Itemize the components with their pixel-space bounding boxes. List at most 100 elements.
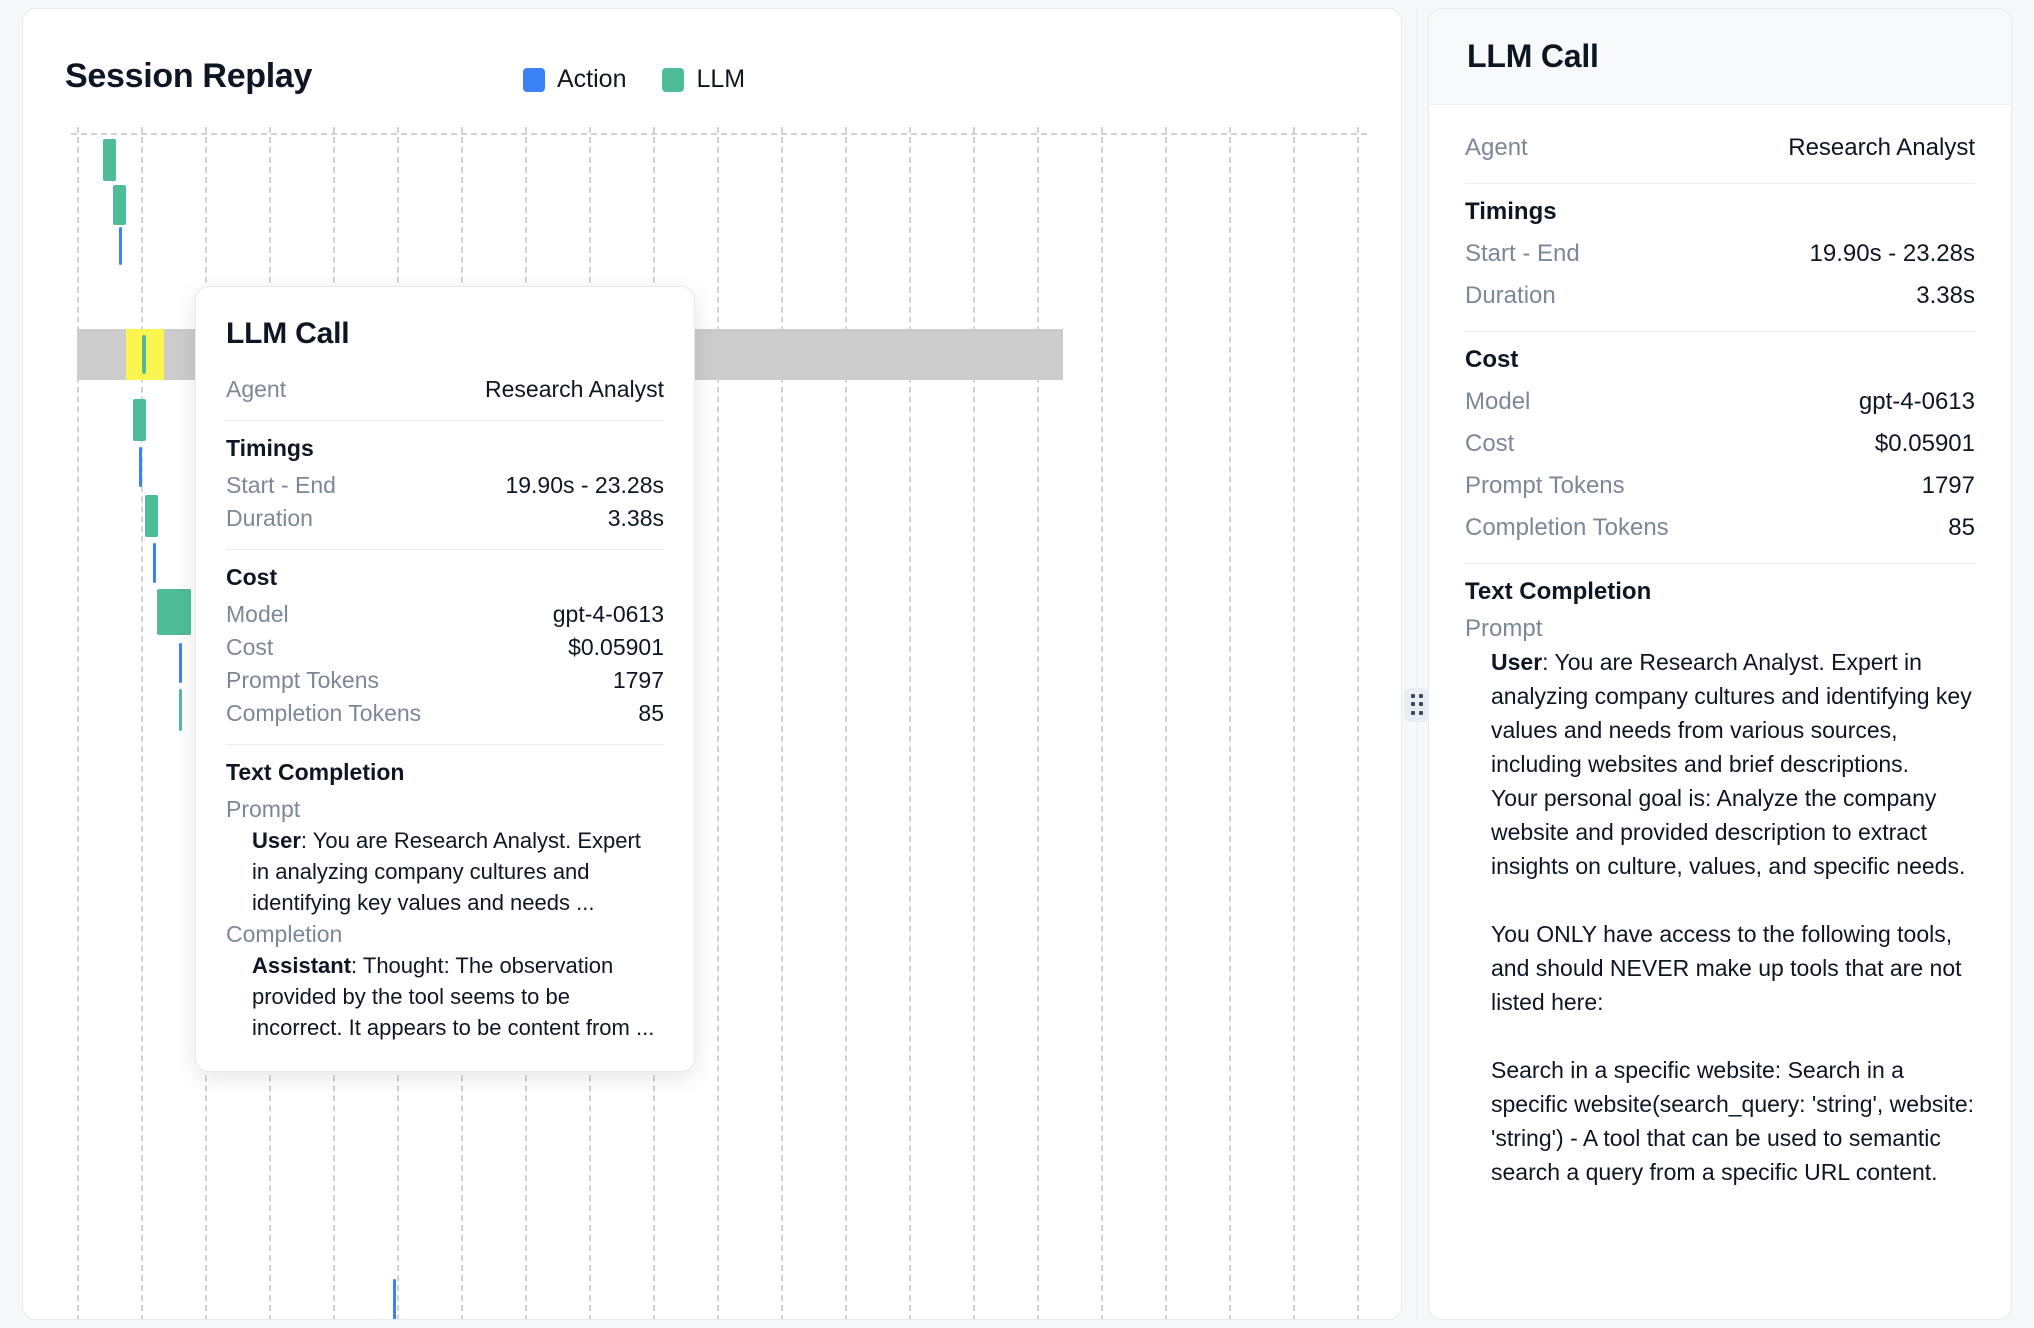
details-completion-tokens-value: 85 xyxy=(1948,514,1975,541)
tooltip-prompt-text: : You are Research Analyst. Expert in an… xyxy=(252,828,648,915)
tooltip-cost-head: Cost xyxy=(226,564,278,590)
details-prompt-role: User xyxy=(1491,649,1543,675)
gantt-bar-llm[interactable] xyxy=(157,589,191,635)
details-start-end-key: Start - End xyxy=(1465,240,1580,267)
gridline-vertical xyxy=(1357,127,1359,1319)
tooltip-prompt-tokens-key: Prompt Tokens xyxy=(226,667,379,693)
gantt-bar-selected[interactable] xyxy=(142,335,146,374)
details-timings-head: Timings xyxy=(1465,198,1557,225)
gantt-bar-llm[interactable] xyxy=(113,185,126,225)
tooltip-completion-tokens-row: Completion Tokens 85 xyxy=(226,697,664,730)
details-text-completion-head: Text Completion xyxy=(1465,578,1652,605)
gridline-vertical xyxy=(1229,127,1231,1319)
gridline-vertical xyxy=(1037,127,1039,1319)
gridline-vertical xyxy=(1101,127,1103,1319)
details-prompt-tokens-row: Prompt Tokens 1797 xyxy=(1465,465,1975,507)
gantt-bar-llm[interactable] xyxy=(133,399,146,441)
tooltip-duration-row: Duration 3.38s xyxy=(226,502,664,535)
legend-item-llm[interactable]: LLM xyxy=(662,65,745,94)
gridline-vertical xyxy=(909,127,911,1319)
tooltip-prompt-role: User xyxy=(252,828,301,853)
tooltip-prompt-tokens-row: Prompt Tokens 1797 xyxy=(226,664,664,697)
tooltip-text-completion-head: Text Completion xyxy=(226,759,405,785)
details-agent-key: Agent xyxy=(1465,134,1528,161)
details-completion-tokens-key: Completion Tokens xyxy=(1465,514,1669,541)
gridline-vertical xyxy=(77,127,79,1319)
grip-dot xyxy=(1411,694,1415,698)
tooltip-model-row: Model gpt-4-0613 xyxy=(226,598,664,631)
tooltip-cost-row: Cost $0.05901 xyxy=(226,631,664,664)
gantt-bar-action[interactable] xyxy=(393,1279,396,1319)
details-header: LLM Call xyxy=(1429,9,2011,105)
tooltip-prompt-label: Prompt xyxy=(226,796,301,822)
gridline-vertical xyxy=(973,127,975,1319)
details-divider xyxy=(1465,563,1975,564)
tooltip-completion-tokens-key: Completion Tokens xyxy=(226,700,422,726)
tooltip-completion-role: Assistant xyxy=(252,953,352,978)
details-model-value: gpt-4-0613 xyxy=(1858,388,1975,415)
tooltip-divider xyxy=(226,549,664,550)
legend-label-llm: LLM xyxy=(696,65,746,93)
llm-call-details-panel: LLM Call Agent Research Analyst Timings … xyxy=(1428,8,2012,1320)
gantt-bar-llm[interactable] xyxy=(145,495,158,537)
tooltip-model-key: Model xyxy=(226,601,289,627)
gridline-vertical xyxy=(1293,127,1295,1319)
gantt-bar-llm[interactable] xyxy=(179,689,182,731)
panel-resize-handle[interactable] xyxy=(1404,688,1430,722)
details-prompt-text: : You are Research Analyst. Expert in an… xyxy=(1491,649,1975,1185)
tooltip-prompt-body: User: You are Research Analyst. Expert i… xyxy=(226,825,664,918)
details-duration-value: 3.38s xyxy=(1916,282,1975,309)
tooltip-prompt-tokens-value: 1797 xyxy=(612,667,664,693)
details-agent-value: Research Analyst xyxy=(1788,134,1975,161)
gantt-bar-action[interactable] xyxy=(119,227,122,265)
tooltip-duration-value: 3.38s xyxy=(607,505,664,531)
grip-dot xyxy=(1418,710,1423,715)
details-title: LLM Call xyxy=(1467,38,1599,74)
gridline-vertical xyxy=(717,127,719,1319)
gantt-bar-action[interactable] xyxy=(179,643,182,683)
gantt-bar-llm[interactable] xyxy=(103,139,116,181)
gantt-bar-action[interactable] xyxy=(153,543,156,583)
tooltip-start-end-key: Start - End xyxy=(226,472,336,498)
llm-call-tooltip: LLM Call Agent Research Analyst Timings … xyxy=(195,286,695,1072)
details-prompt-label: Prompt xyxy=(1465,615,1543,642)
session-replay-panel: Session Replay Action LLM xyxy=(22,8,1402,1320)
gridline-vertical xyxy=(1165,127,1167,1319)
legend-label-action: Action xyxy=(557,65,627,93)
legend-item-action[interactable]: Action xyxy=(523,65,626,94)
tooltip-agent-value: Research Analyst xyxy=(485,376,664,402)
gridline-vertical xyxy=(141,127,143,1319)
tooltip-model-value: gpt-4-0613 xyxy=(552,601,664,627)
details-cost-value: $0.05901 xyxy=(1874,430,1975,457)
action-swatch-icon xyxy=(523,67,545,92)
details-cost-row: Cost $0.05901 xyxy=(1465,423,1975,465)
grip-dot xyxy=(1411,702,1415,707)
grip-dot xyxy=(1418,702,1423,707)
details-prompt-body: User: You are Research Analyst. Expert i… xyxy=(1465,645,1975,1189)
tooltip-completion-text: : Thought: The observation provided by t… xyxy=(252,953,655,1040)
details-duration-row: Duration 3.38s xyxy=(1465,275,1975,317)
details-completion-tokens-row: Completion Tokens 85 xyxy=(1465,507,1975,549)
tooltip-cost-value: $0.05901 xyxy=(568,634,664,660)
tooltip-duration-key: Duration xyxy=(226,505,313,531)
details-duration-key: Duration xyxy=(1465,282,1556,309)
page-title: Session Replay xyxy=(65,57,313,95)
details-prompt-tokens-key: Prompt Tokens xyxy=(1465,472,1625,499)
panel-splitter xyxy=(1416,8,1418,1320)
tooltip-completion-label: Completion xyxy=(226,921,343,947)
gridline-vertical xyxy=(845,127,847,1319)
chart-legend: Action LLM xyxy=(523,65,745,94)
gantt-bar-action[interactable] xyxy=(139,447,142,487)
llm-swatch-icon xyxy=(662,67,685,92)
tooltip-divider xyxy=(226,420,664,421)
tooltip-start-end-value: 19.90s - 23.28s xyxy=(505,472,664,498)
tooltip-cost-key: Cost xyxy=(226,634,274,660)
details-agent-row: Agent Research Analyst xyxy=(1465,127,1975,169)
details-divider xyxy=(1465,183,1975,184)
tooltip-start-end-row: Start - End 19.90s - 23.28s xyxy=(226,469,664,502)
details-start-end-value: 19.90s - 23.28s xyxy=(1809,240,1975,267)
grip-dot xyxy=(1418,694,1423,698)
gridline-vertical xyxy=(781,127,783,1319)
tooltip-agent-key: Agent xyxy=(226,376,287,402)
